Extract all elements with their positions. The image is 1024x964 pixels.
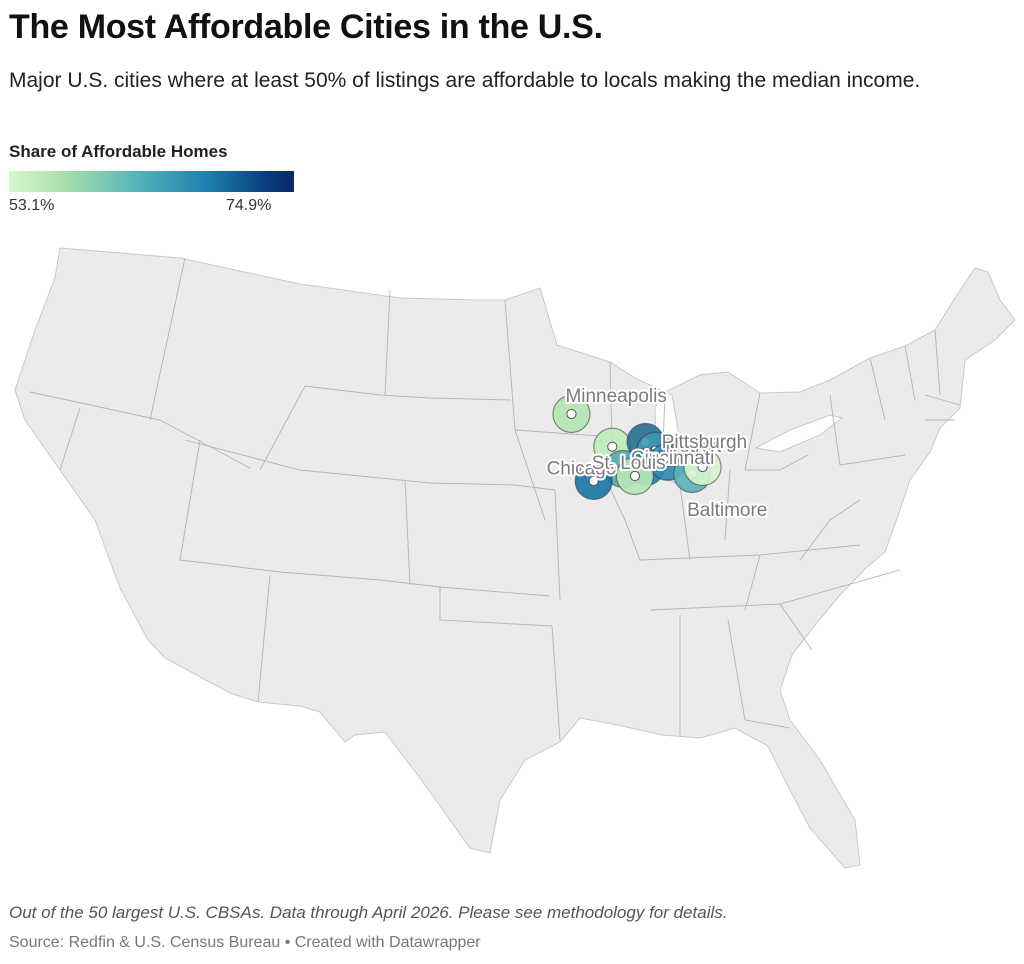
- state-border-27: [727, 619, 791, 729]
- state-border-28: [779, 603, 813, 651]
- city-marker-philadelphia[interactable]: [683, 447, 722, 487]
- state-border-3: [179, 439, 201, 561]
- state-border-29: [799, 499, 861, 561]
- footnote: Out of the 50 largest U.S. CBSAs. Data t…: [9, 903, 728, 922]
- legend-min-label: 53.1%: [9, 197, 55, 214]
- city-label-minneapolis: Minneapolis: [565, 386, 666, 407]
- us-outline: [14, 247, 1016, 869]
- state-border-11: [554, 489, 561, 601]
- state-border-15: [439, 587, 553, 627]
- state-border-10: [404, 479, 411, 586]
- state-border-9: [257, 574, 271, 703]
- state-border-25: [744, 554, 761, 611]
- legend-color-scale: [9, 171, 294, 192]
- state-border-17: [609, 361, 613, 441]
- city-label-st-louis: St. Louis: [592, 453, 666, 474]
- state-border-22: [745, 454, 809, 471]
- state-border-31: [829, 394, 841, 466]
- city-label-detroit: Detroit: [665, 436, 722, 457]
- city-labels: Minneapolis Chicago DetroitPittsburghCinci…: [545, 384, 770, 523]
- city-dot: [629, 470, 641, 482]
- state-border-20: [724, 469, 731, 541]
- state-border-33: [904, 345, 916, 401]
- city-label-pittsburgh: Pittsburgh: [662, 432, 748, 453]
- state-border-30: [839, 454, 906, 466]
- city-markers: [552, 394, 722, 501]
- city-dot: [662, 456, 673, 467]
- state-border-34: [924, 394, 961, 406]
- us-land: [14, 247, 1016, 869]
- city-dot: [607, 441, 618, 452]
- city-dot: [588, 475, 599, 487]
- source-credit: Source: Redfin & U.S. Census Bureau • Cr…: [9, 934, 481, 951]
- city-marker-cincinnati[interactable]: [615, 456, 655, 496]
- chart-subtitle: Major U.S. cities where at least 50% of …: [9, 69, 921, 92]
- us-map: Minneapolis Chicago DetroitPittsburghCinci…: [14, 247, 1016, 869]
- state-border-7: [384, 289, 391, 396]
- city-marker-st-louis[interactable]: [574, 461, 613, 501]
- state-border-1: [149, 257, 186, 421]
- state-border-32: [869, 357, 886, 421]
- city-marker-minneapolis[interactable]: [552, 394, 591, 434]
- state-border-2: [59, 407, 81, 471]
- state-border-21: [744, 392, 761, 471]
- state-border-0: [29, 391, 251, 469]
- state-borders: [29, 257, 961, 741]
- legend-max-label: 74.9%: [226, 197, 272, 214]
- city-label-baltimore: Baltimore: [687, 500, 767, 521]
- city-dot: [697, 461, 708, 473]
- legend-title: Share of Affordable Homes: [9, 142, 228, 161]
- city-label-chicago: Chicago: [547, 459, 617, 480]
- lake-erie: [754, 414, 844, 453]
- state-border-5: [259, 385, 306, 471]
- city-dot: [566, 408, 577, 420]
- state-border-16: [551, 625, 561, 741]
- state-border-35: [934, 329, 941, 396]
- state-border-6: [304, 385, 511, 401]
- chart-title: The Most Affordable Cities in the U.S.: [9, 8, 603, 46]
- state-border-19: [679, 484, 691, 561]
- city-label-cincinnati: Cincinnati: [631, 448, 714, 469]
- state-border-8: [179, 559, 551, 597]
